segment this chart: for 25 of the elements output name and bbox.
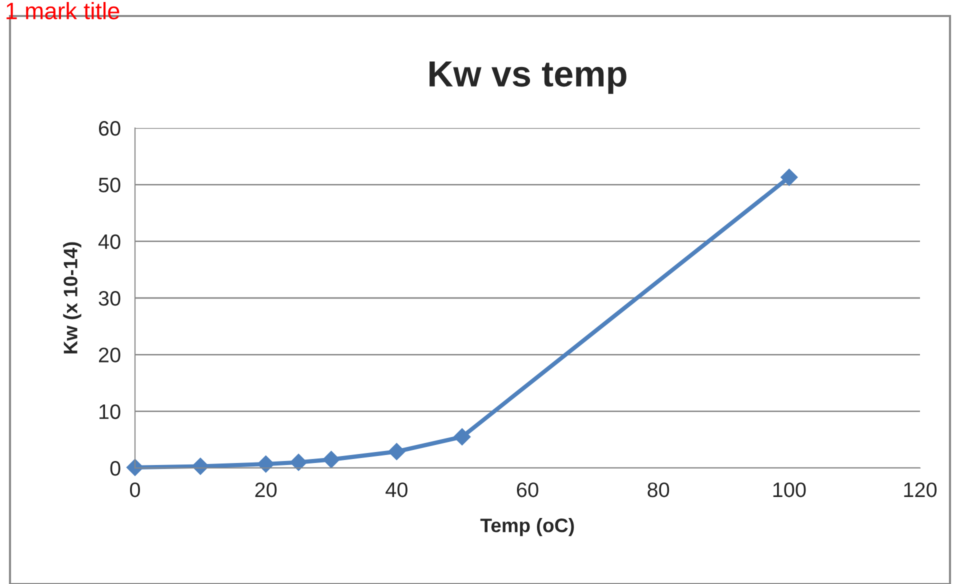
y-tick-label: 60 [99, 121, 120, 136]
y-axis-title: Kw (x 10-14) [63, 242, 82, 354]
point [322, 450, 340, 468]
y-tick-label: 30 [98, 291, 120, 306]
point [192, 458, 209, 475]
x-tick-label: 60 [516, 482, 538, 498]
text: 1 mark title [6, 2, 120, 20]
x-tick-label: 80 [648, 482, 670, 498]
point [780, 168, 798, 186]
x-tick-label: 0 [130, 482, 140, 498]
x-tick-label: 120 [904, 482, 937, 498]
y-tick-label: 50 [98, 178, 120, 192]
point [388, 443, 406, 460]
x-tick-label: 100 [773, 482, 806, 498]
x-tick-label: 40 [386, 482, 408, 498]
x-axis-title: Temp (oC) [480, 518, 574, 536]
y-tick-label: 40 [98, 234, 120, 250]
x-tick-label: 20 [255, 482, 277, 498]
point [454, 428, 471, 446]
y-tick-label: 0 [110, 461, 120, 476]
point [290, 454, 308, 471]
chart-title: Kw vs temp [430, 61, 626, 94]
point [257, 455, 274, 473]
y-tick-label: 10 [100, 404, 120, 420]
y-tick-label: 20 [98, 348, 120, 362]
